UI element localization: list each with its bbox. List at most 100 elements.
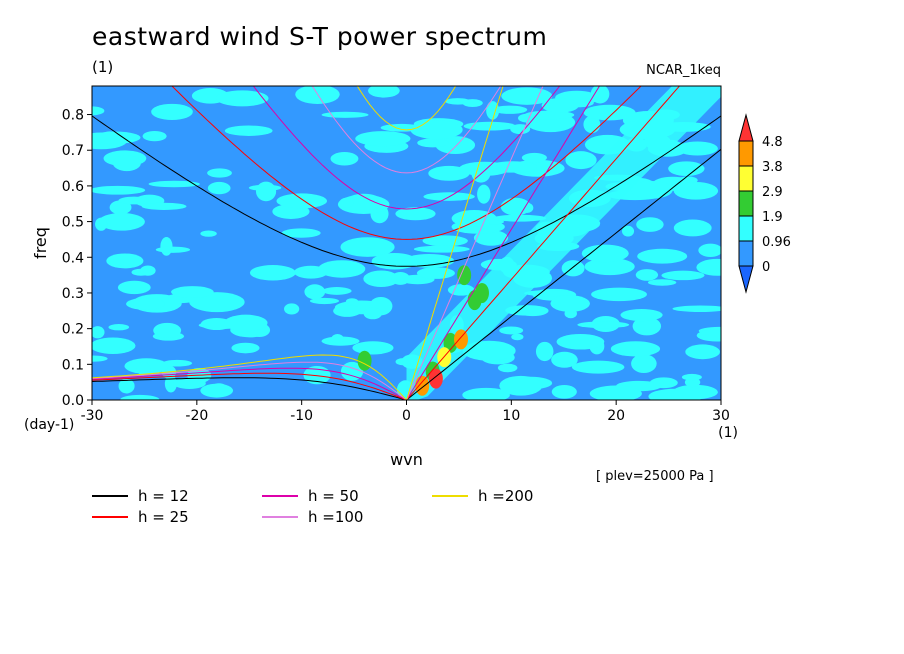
field-blob [249,265,296,281]
field-blob [148,180,200,188]
field-blob [92,106,105,116]
field-blob [635,269,659,281]
field-blob [410,120,463,140]
field-blob [140,265,156,276]
field-blob [224,314,268,332]
colorbar-label: 0 [762,260,770,275]
legend-label: h = 25 [138,508,189,526]
x-tick-label: 0 [402,408,411,424]
field-blob [395,207,436,221]
field-blob [472,218,504,225]
field-blob [172,377,206,389]
legend-label: h = 50 [308,487,359,505]
field-blob [363,270,399,288]
y-tick-label: 0.0 [62,393,84,409]
colorbar-label: 0.96 [762,235,791,250]
x-tick-label: 20 [607,408,625,424]
field-blob [108,324,130,331]
field-blob [255,181,277,202]
field-blob [632,316,662,336]
field-blob [447,284,475,296]
field-blob [215,90,269,107]
y-tick-label: 0.5 [62,215,84,231]
colorbar-segment [738,190,754,217]
hotspot [443,332,458,353]
kelvin-curve [406,148,721,400]
field-blob [92,337,136,355]
field-blob [445,98,471,105]
x-tick-label: 30 [712,408,730,424]
field-blob [551,351,578,368]
legend-label: h =200 [478,487,533,505]
y-tick-label: 0.6 [62,179,84,195]
field-blob [511,333,524,341]
x-axis-unit: (1) [718,425,738,441]
field-blob [224,125,273,136]
y-tick-label: 0.4 [62,250,84,266]
kelvin-curve [406,86,544,400]
field-blob [92,326,105,339]
field-blob [524,290,574,297]
field-blob [463,121,516,131]
field-blob [517,305,549,317]
field-blob [648,388,703,400]
field-blob [565,151,597,170]
field-blob [620,308,663,322]
kelvin-curve [406,86,504,400]
x-tick-label: -20 [185,408,208,424]
colorbar-below-arrow [738,265,754,294]
field-blob [318,260,366,278]
field-blob [639,218,659,231]
colorbar-label: 1.9 [762,210,783,225]
rossby-curve [92,361,407,400]
field-blob [524,110,575,120]
y-tick-label: 0.1 [62,357,84,373]
field-blob [162,359,193,367]
field-blob [331,334,344,344]
gravity-curve [171,86,642,240]
field-blob [276,193,327,209]
field-blob [500,197,531,216]
field-blob [141,202,187,210]
field-blob [368,86,400,98]
field-blob [556,333,605,350]
field-blob [333,304,362,317]
field-blob [492,105,528,114]
hotspot [415,375,430,396]
field-blob [473,230,509,246]
field-blob [98,212,145,231]
kelvin-band [406,86,721,400]
chart-subtitle: (1) [92,58,114,76]
colorbar-segment [738,215,754,242]
y-tick-label: 0.7 [62,143,84,159]
field-blob [281,228,321,238]
field-blob [136,361,151,376]
field-blob [118,378,135,394]
field-blob [330,151,359,166]
field-blob [621,225,635,237]
field-blob [321,111,369,118]
field-blob [109,200,132,215]
field-blob [417,138,449,148]
field-blob [340,237,395,257]
colorbar-segment [738,240,754,267]
field-blob [630,180,673,199]
field-blob [673,182,719,200]
field-blob [345,298,359,305]
field-blob [160,236,173,256]
rossby-curve [92,377,407,400]
colorbar-segment [738,165,754,192]
gravity-curve [92,115,721,267]
chart-title: eastward wind S-T power spectrum [92,22,548,51]
field-blob [304,284,326,300]
gravity-curve [252,86,561,210]
field-blob [462,387,510,400]
field-blob [200,317,233,331]
field-blob [551,385,577,399]
field-blob [497,363,518,373]
y-tick-label: 0.8 [62,108,84,124]
field-blob [120,394,160,400]
field-blob [117,280,151,295]
field-blob [352,341,394,355]
field-blob [477,184,491,204]
